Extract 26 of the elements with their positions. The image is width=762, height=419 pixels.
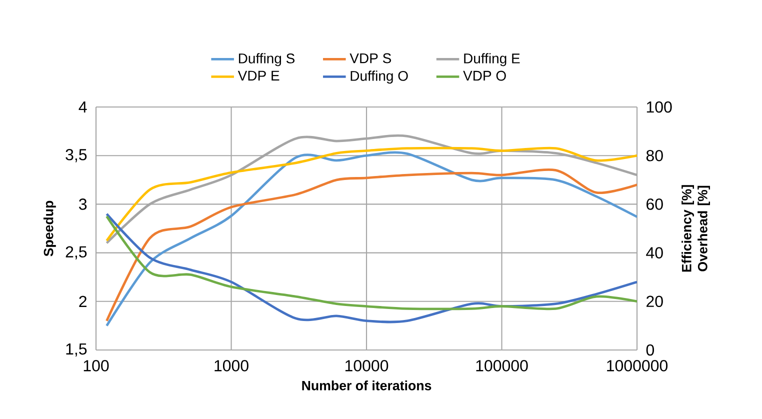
y-tick-label: 1,5 (66, 343, 87, 357)
legend-label: VDP E (238, 70, 280, 80)
y2-tick-label: 100 (646, 101, 672, 113)
y-axis-title: Speedup (43, 200, 56, 256)
y-tick-label: 4 (78, 102, 87, 113)
y2-tick-label: 0 (646, 344, 654, 356)
x-tick-label: 100000 (476, 360, 528, 372)
y-tick-label: 3,5 (66, 149, 87, 162)
legend-label: Duffing S (238, 53, 294, 66)
y2-axis-title: Efficiency [%] Overhead [%] (682, 185, 710, 272)
x-tick-label: 100 (84, 360, 109, 372)
legend-label: Duffing O (350, 70, 408, 84)
x-tick-label: 1000 (214, 360, 248, 372)
legend-label: VDP S (350, 53, 392, 64)
y2-tick-label: 60 (646, 198, 663, 210)
x-tick-label: 10000 (345, 360, 388, 372)
y2-tick-label: 40 (646, 247, 663, 258)
x-tick-label: 1000000 (607, 360, 668, 372)
x-axis-title: Number of iterations (302, 380, 432, 390)
y2-tick-label: 80 (646, 150, 663, 162)
y-tick-label: 2 (79, 296, 86, 307)
legend-label: Duffing E (464, 53, 520, 66)
y-tick-label: 3 (79, 198, 87, 210)
y-tick-label: 2,5 (66, 246, 87, 260)
legend-label: VDP O (463, 70, 506, 81)
y2-tick-label: 20 (646, 296, 663, 308)
